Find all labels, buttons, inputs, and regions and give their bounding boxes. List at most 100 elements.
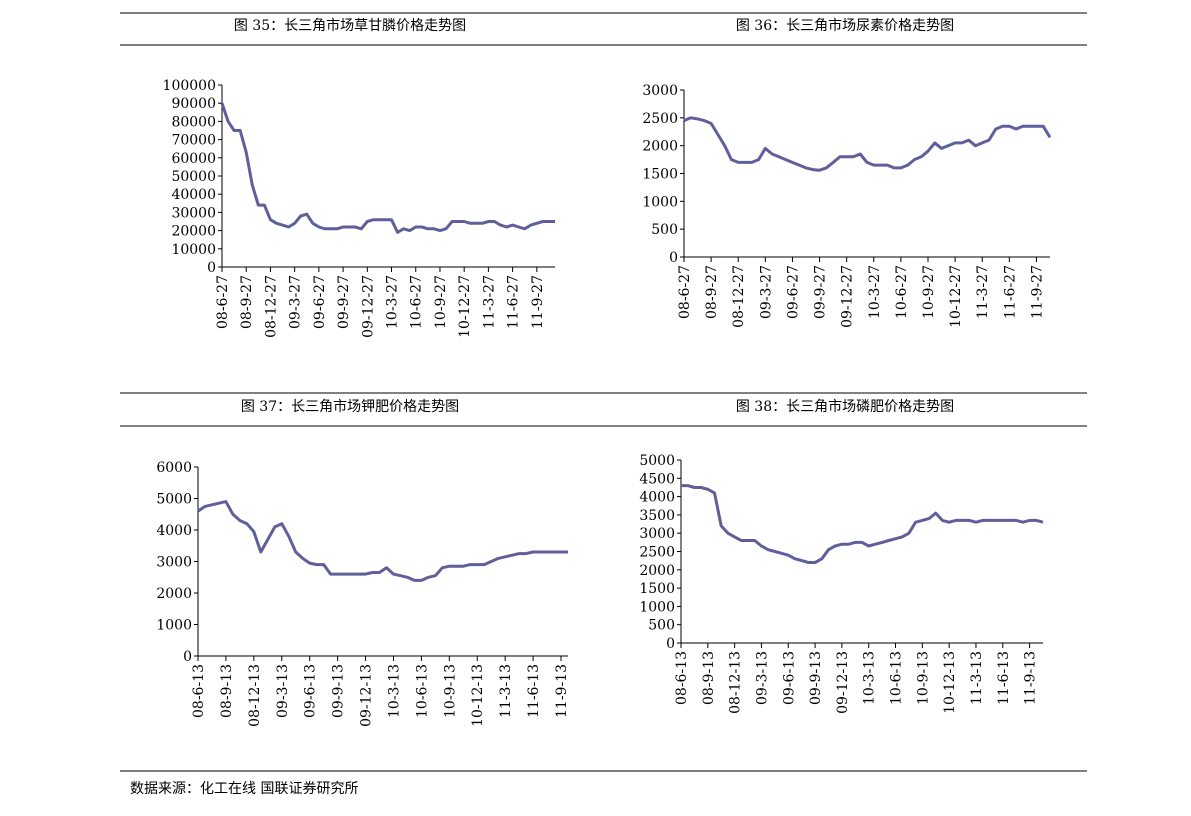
x-tick-label: 09-3-27 (288, 275, 304, 329)
y-tick-label: 1000 (642, 194, 678, 210)
x-tick-label: 08-12-13 (247, 664, 263, 727)
x-tick-label: 09-12-13 (359, 664, 375, 727)
x-tick-label: 08-9-13 (219, 664, 235, 718)
y-tick-label: 2000 (639, 563, 675, 579)
y-tick-label: 3000 (156, 555, 192, 571)
price-line (681, 484, 1044, 564)
x-tick-label: 09-12-13 (835, 651, 851, 714)
x-tick-label: 11-9-13 (1023, 651, 1039, 705)
y-tick-label: 100000 (163, 78, 216, 94)
x-tick-label: 11-3-13 (969, 651, 985, 705)
y-tick-label: 1000 (156, 618, 192, 634)
chart-title: 图 37：长三角市场钾肥价格走势图 (241, 398, 459, 415)
x-tick-label: 09-6-13 (303, 664, 319, 718)
y-tick-label: 500 (651, 222, 678, 238)
x-tick-label: 09-9-27 (336, 275, 352, 329)
price-line (220, 102, 555, 234)
y-tick-label: 40000 (171, 187, 216, 203)
x-tick-label: 10-9-13 (442, 664, 458, 718)
y-tick-label: 4000 (639, 490, 675, 506)
x-tick-label: 09-12-27 (840, 265, 856, 328)
x-tick-label: 08-9-13 (701, 651, 717, 705)
y-tick-label: 0 (666, 636, 675, 652)
y-tick-label: 4000 (156, 523, 192, 539)
x-tick-label: 09-3-13 (275, 664, 291, 718)
y-tick-label: 0 (669, 250, 678, 266)
y-tick-label: 6000 (156, 460, 192, 476)
y-tick-label: 10000 (171, 242, 216, 258)
y-tick-label: 60000 (171, 151, 216, 167)
y-tick-label: 1000 (639, 599, 675, 615)
y-tick-label: 50000 (171, 169, 216, 185)
x-tick-label: 11-9-27 (530, 275, 546, 329)
y-tick-label: 500 (648, 618, 675, 634)
y-tick-label: 2500 (642, 111, 678, 127)
x-tick-label: 08-6-27 (215, 275, 231, 329)
y-tick-label: 5000 (156, 492, 192, 508)
x-tick-label: 09-6-27 (312, 275, 328, 329)
y-tick-label: 0 (207, 260, 216, 276)
x-tick-label: 10-9-27 (921, 265, 937, 319)
x-tick-label: 10-6-27 (894, 265, 910, 319)
x-tick-label: 08-6-13 (191, 664, 207, 718)
x-tick-label: 09-6-13 (781, 651, 797, 705)
x-tick-label: 10-3-13 (862, 651, 878, 705)
x-tick-label: 10-9-13 (915, 651, 931, 705)
source-note: 数据来源：化工在线 国联证券研究所 (130, 781, 358, 797)
x-tick-label: 08-9-27 (239, 275, 255, 329)
x-tick-label: 11-3-27 (481, 275, 497, 329)
y-tick-label: 2500 (639, 545, 675, 561)
x-tick-label: 10-12-13 (942, 651, 958, 714)
x-tick-label: 11-6-13 (996, 651, 1012, 705)
x-tick-label: 09-6-27 (785, 265, 801, 319)
y-tick-label: 20000 (171, 224, 216, 240)
chart-title: 图 36：长三角市场尿素价格走势图 (736, 17, 954, 34)
y-tick-label: 4500 (639, 471, 675, 487)
x-tick-label: 08-6-13 (674, 651, 690, 705)
price-line (683, 116, 1052, 172)
y-tick-label: 2000 (642, 139, 678, 155)
x-tick-label: 09-9-13 (331, 664, 347, 718)
y-tick-label: 3000 (639, 526, 675, 542)
y-tick-label: 80000 (171, 114, 216, 130)
y-tick-label: 0 (183, 649, 192, 665)
y-tick-label: 3000 (642, 83, 678, 99)
x-tick-label: 10-3-27 (385, 275, 401, 329)
x-tick-label: 10-9-27 (433, 275, 449, 329)
x-tick-label: 10-6-27 (409, 275, 425, 329)
x-tick-label: 11-3-27 (975, 265, 991, 319)
x-tick-label: 09-12-27 (360, 275, 376, 338)
y-tick-label: 70000 (171, 133, 216, 149)
x-tick-label: 11-3-13 (498, 664, 514, 718)
y-tick-label: 2000 (156, 586, 192, 602)
x-tick-label: 08-12-27 (263, 275, 279, 338)
x-tick-label: 09-3-13 (754, 651, 770, 705)
x-tick-label: 08-9-27 (704, 265, 720, 319)
x-tick-label: 11-9-27 (1029, 265, 1045, 319)
x-tick-label: 10-12-13 (470, 664, 486, 727)
price-line (197, 500, 568, 582)
x-tick-label: 10-3-13 (386, 664, 402, 718)
chart-title: 图 38：长三角市场磷肥价格走势图 (736, 398, 954, 415)
x-tick-label: 11-9-13 (554, 664, 570, 718)
x-tick-label: 08-12-27 (731, 265, 747, 328)
x-tick-label: 10-6-13 (414, 664, 430, 718)
x-tick-label: 11-6-13 (526, 664, 542, 718)
x-tick-label: 08-12-13 (728, 651, 744, 714)
y-tick-label: 90000 (171, 96, 216, 112)
chart-title: 图 35：长三角市场草甘膦价格走势图 (234, 17, 466, 34)
x-tick-label: 09-9-27 (813, 265, 829, 319)
x-tick-label: 09-9-13 (808, 651, 824, 705)
y-tick-label: 1500 (639, 581, 675, 597)
y-tick-label: 3500 (639, 508, 675, 524)
x-tick-label: 11-6-27 (1002, 265, 1018, 319)
x-tick-label: 10-6-13 (889, 651, 905, 705)
x-tick-label: 10-12-27 (457, 275, 473, 338)
x-tick-label: 09-3-27 (758, 265, 774, 319)
x-tick-label: 10-12-27 (948, 265, 964, 328)
y-tick-label: 30000 (171, 205, 216, 221)
x-tick-label: 11-6-27 (506, 275, 522, 329)
x-tick-label: 10-3-27 (867, 265, 883, 319)
